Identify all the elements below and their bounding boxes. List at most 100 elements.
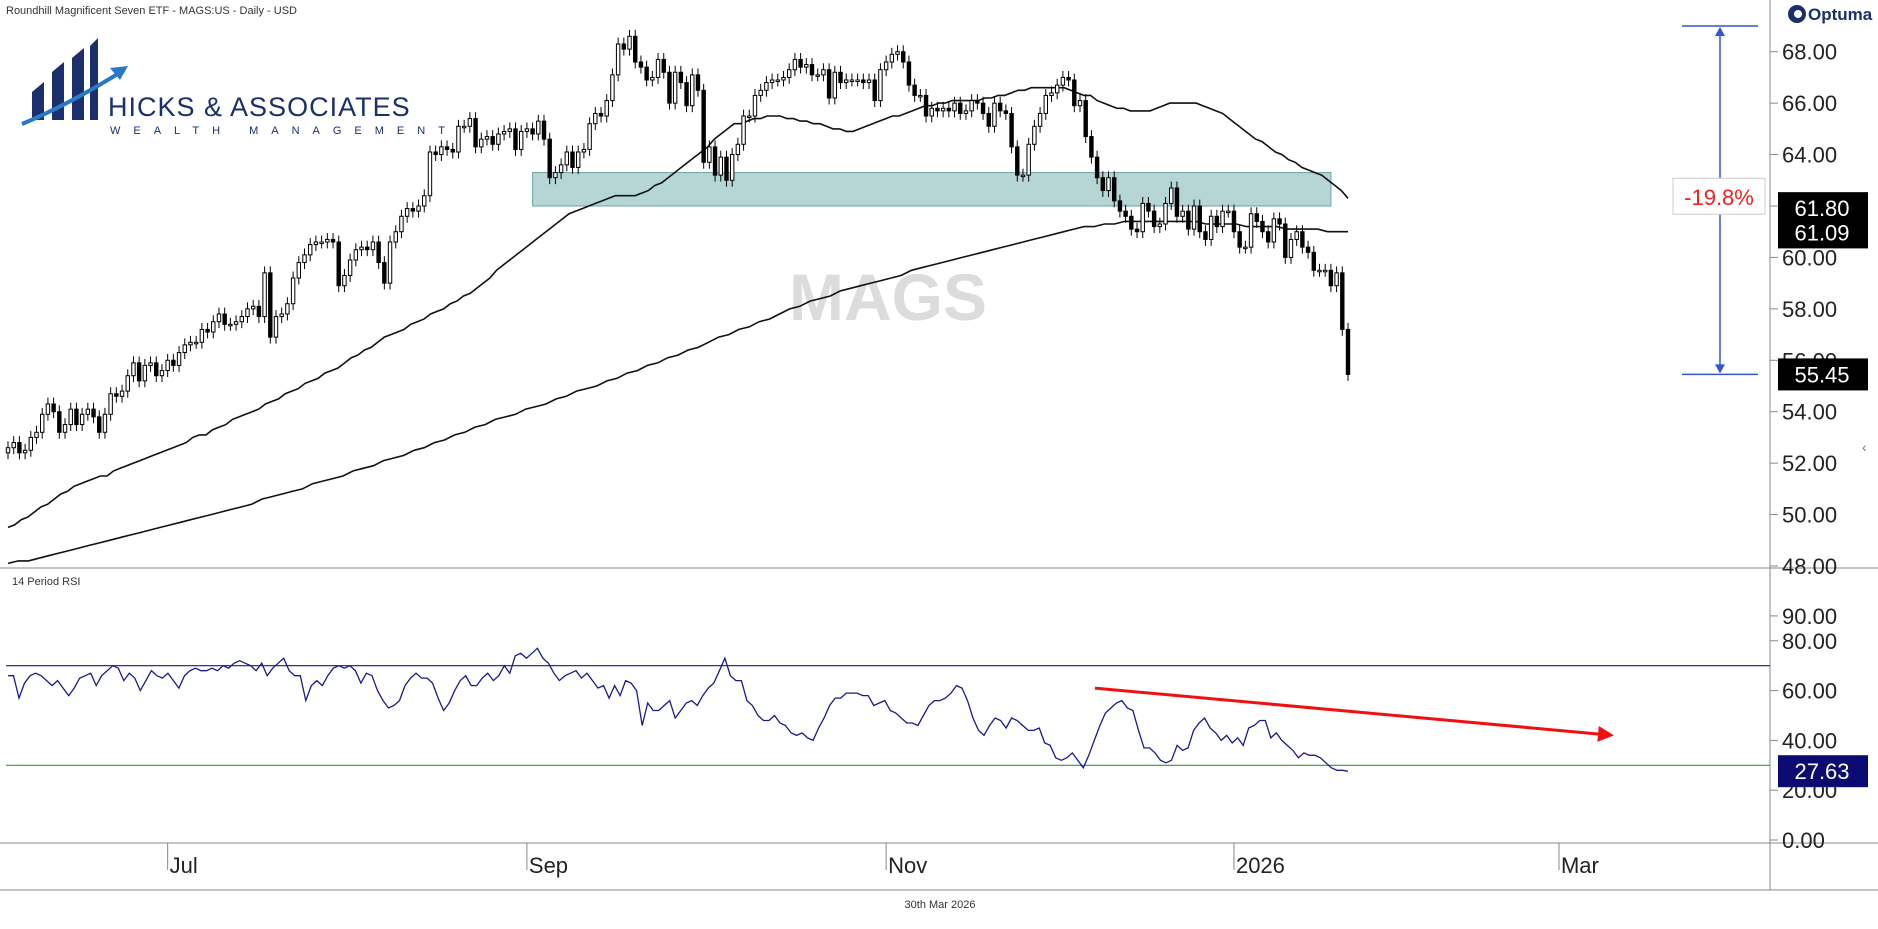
candle-body [399, 215, 404, 233]
candle-body [1334, 272, 1339, 287]
logo-name: HICKS & ASSOCIATES [108, 92, 411, 122]
candle-body [159, 370, 165, 377]
candle-body [1003, 110, 1009, 114]
candle-body [570, 151, 575, 168]
candle-body [40, 413, 45, 433]
candle-body [615, 43, 621, 76]
price-tick-label: 60.00 [1782, 245, 1837, 270]
measured-move: -19.8% [1672, 25, 1766, 376]
candle-body [45, 403, 51, 415]
x-tick-label: Mar [1561, 853, 1599, 878]
candle-body [804, 64, 809, 68]
candle-body [456, 125, 461, 153]
x-tick-label: 2026 [1236, 853, 1285, 878]
candle-body [1123, 210, 1128, 217]
candle-body [621, 43, 627, 50]
candle-body [1265, 231, 1271, 243]
candle-body [576, 151, 581, 168]
candle-body [895, 51, 900, 55]
rsi-panel-title: 14 Period RSI [12, 576, 80, 588]
candle-body [387, 241, 393, 284]
candle-body [245, 308, 250, 318]
candle-body [1134, 228, 1140, 233]
rsi-trendline-arrow-icon [1597, 726, 1614, 742]
candle-body [604, 100, 609, 117]
candle-body [861, 79, 866, 84]
x-tick-label: Sep [529, 853, 568, 878]
candle-body [581, 148, 587, 153]
candle-body [296, 262, 302, 279]
candle-body [154, 362, 159, 377]
candle-body [347, 259, 353, 276]
candle-body [507, 128, 512, 132]
candle-body [473, 118, 478, 148]
candle-body [467, 118, 473, 127]
candle-body [889, 53, 895, 63]
candle-body [821, 69, 826, 76]
candle-body [1260, 220, 1265, 233]
candle-body [342, 274, 347, 287]
price-label-value: 55.45 [1794, 362, 1849, 387]
candle-body [17, 442, 22, 454]
price-tick-label: 58.00 [1782, 297, 1837, 322]
candle-body [1083, 100, 1088, 138]
candle-body [798, 58, 803, 68]
candle-body [1300, 231, 1305, 248]
candle-body [182, 344, 187, 354]
candle-body [376, 241, 381, 264]
candle-body [935, 107, 940, 112]
candle-body [1220, 210, 1225, 228]
logo-arrow-icon [21, 68, 126, 126]
candle-body [433, 151, 438, 156]
candle-body [148, 362, 153, 366]
candle-body [1191, 205, 1197, 230]
candle-body [849, 79, 855, 82]
candle-body [308, 244, 313, 256]
candle-body [661, 58, 666, 73]
candle-body [997, 102, 1003, 112]
candle-body [233, 321, 239, 325]
measure-arrow-down-icon [1715, 364, 1725, 374]
rsi-label-value: 27.63 [1794, 759, 1849, 784]
candle-body [1208, 215, 1214, 240]
candle-body [444, 146, 450, 150]
candle-body [28, 436, 34, 451]
chart-header-title: Roundhill Magnificent Seven ETF - MAGS:U… [6, 5, 297, 17]
panel-collapse-icon[interactable]: ‹ [1862, 439, 1867, 455]
candle-body [524, 128, 530, 132]
candle-body [1197, 205, 1202, 233]
moving-average-a [7, 86, 1349, 529]
price-tick-label: 68.00 [1782, 40, 1837, 65]
candle-body [222, 313, 227, 325]
candle-body [1203, 231, 1208, 240]
candle-body [901, 51, 906, 63]
x-tick-label: Nov [888, 853, 927, 878]
candle-body [479, 138, 484, 148]
rsi-tick-label: 60.00 [1782, 679, 1837, 704]
candle-body [393, 231, 398, 243]
ticker-watermark: MAGS [789, 260, 987, 334]
candle-body [1009, 112, 1014, 148]
brand: Optuma [1788, 5, 1873, 24]
candle-body [1226, 210, 1231, 214]
candle-body [1340, 272, 1345, 330]
candle-body [969, 100, 974, 112]
candle-body [1288, 238, 1294, 258]
candle-body [370, 241, 376, 251]
candle-body [97, 416, 102, 433]
candle-body [786, 69, 792, 78]
candle-body [85, 408, 91, 415]
logo-arrow-head-icon [110, 66, 128, 80]
measure-percent-label: -19.8% [1684, 185, 1754, 210]
candle-body [1169, 187, 1174, 204]
candle-body [125, 375, 130, 392]
candle-body [136, 362, 142, 382]
candle-body [57, 411, 62, 433]
candle-body [627, 35, 632, 50]
candle-body [752, 94, 758, 117]
candle-body [826, 69, 832, 99]
candle-body [131, 362, 136, 377]
candle-body [815, 74, 820, 77]
